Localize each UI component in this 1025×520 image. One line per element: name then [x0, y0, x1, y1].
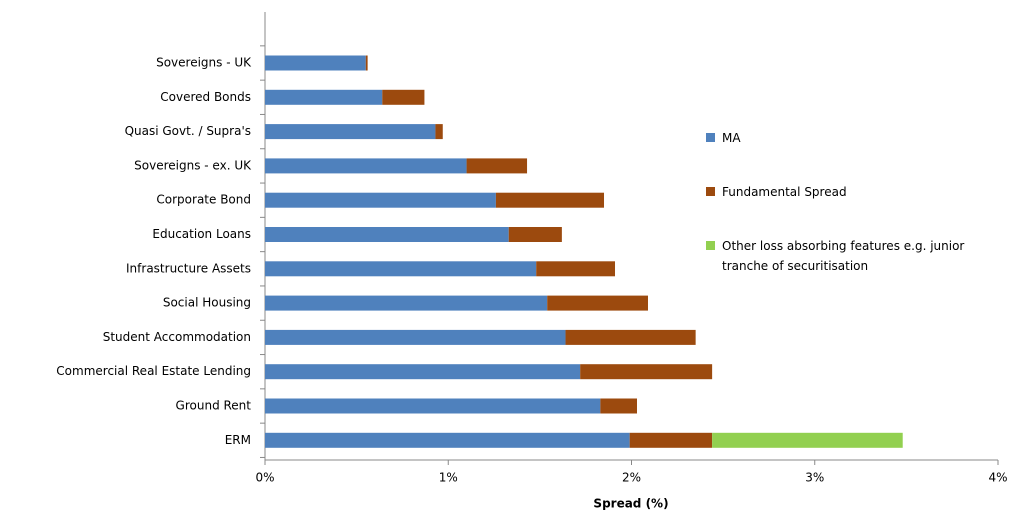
bar-segment	[265, 55, 366, 71]
x-tick-label: 1%	[439, 471, 458, 485]
y-tick-label: Education Loans	[152, 227, 251, 241]
bar-segment	[265, 158, 467, 174]
y-tick-label: Social Housing	[163, 296, 251, 310]
bar-segment	[265, 227, 509, 242]
bar-segment	[265, 295, 548, 311]
y-tick-label: Corporate Bond	[156, 193, 251, 207]
legend-item: Other loss absorbing features e.g. junio…	[706, 236, 1006, 276]
bar-segment	[365, 55, 368, 71]
legend-label: MA	[722, 131, 741, 145]
bar-segment	[382, 89, 425, 105]
bar-segment	[265, 89, 383, 105]
legend-label: Other loss absorbing features e.g. junio…	[722, 239, 965, 273]
y-tick-label: ERM	[225, 433, 251, 447]
y-tick-label: Student Accommodation	[103, 330, 251, 344]
bar-segment	[565, 329, 696, 345]
x-tick-label: 3%	[805, 471, 824, 485]
legend-swatch	[706, 241, 715, 250]
bar-segment	[265, 432, 630, 448]
legend-swatch	[706, 187, 715, 196]
legend-item: Fundamental Spread	[706, 182, 1006, 202]
bar-segment	[265, 124, 436, 140]
bar-segment	[547, 295, 648, 311]
legend-label: Fundamental Spread	[722, 185, 847, 199]
x-tick-label: 2%	[622, 471, 641, 485]
y-tick-label: Sovereigns - ex. UK	[134, 158, 252, 172]
bar-segment	[580, 364, 713, 380]
bar-segment	[600, 398, 637, 414]
bar-segment	[536, 261, 616, 277]
y-tick-label: Infrastructure Assets	[126, 261, 251, 275]
bar-segment	[629, 432, 713, 448]
bar-segment	[265, 192, 496, 208]
y-tick-label: Sovereigns - UK	[156, 56, 252, 70]
bar-segment	[712, 432, 903, 448]
bar-segment	[508, 227, 562, 242]
legend: MA Fundamental Spread Other loss absorbing…	[706, 128, 1006, 310]
bar-segment	[495, 192, 605, 208]
bar-segment	[265, 329, 566, 345]
bar-segment	[265, 398, 601, 414]
y-tick-label: Ground Rent	[176, 399, 252, 413]
legend-item: MA	[706, 128, 1006, 148]
x-tick-label: 4%	[988, 471, 1007, 485]
bar-segment	[265, 261, 537, 277]
x-axis-label: Spread (%)	[593, 497, 668, 511]
y-tick-label: Quasi Govt. / Supra's	[125, 124, 251, 138]
x-tick-label: 0%	[255, 471, 274, 485]
y-tick-label: Commercial Real Estate Lending	[56, 364, 251, 378]
bar-segment	[466, 158, 528, 174]
y-tick-label: Covered Bonds	[160, 90, 251, 104]
bar-segment	[435, 124, 443, 140]
legend-swatch	[706, 133, 715, 142]
bar-segment	[265, 364, 581, 380]
